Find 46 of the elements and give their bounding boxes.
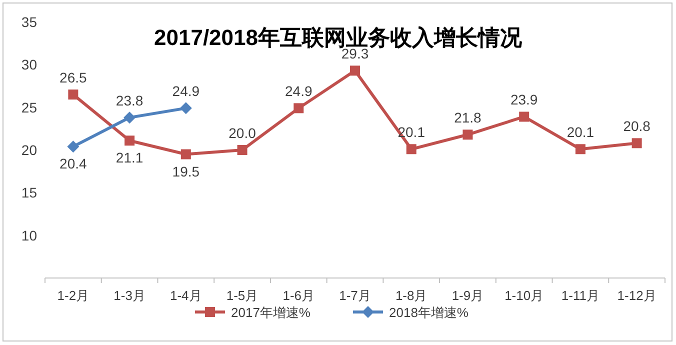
data-label: 23.8 [116,92,144,109]
x-tick-label: 1-5月 [226,288,258,303]
data-label: 20.4 [60,156,88,172]
y-tick-label: 20 [21,142,38,158]
y-tick-label: 10 [21,227,38,244]
data-label: 19.5 [172,163,200,180]
x-tick-label: 1-11月 [561,288,600,303]
point [462,130,473,140]
legend-label: 2018年增速% [389,305,469,320]
point [294,103,304,114]
data-label: 20.0 [228,125,256,141]
x-tick-label: 1-4月 [170,288,202,303]
data-label: 21.8 [454,110,482,126]
x-tick-label: 1-9月 [452,288,484,303]
point [350,66,360,76]
point [575,144,586,154]
x-tick-label: 1-8月 [395,288,428,303]
x-tick-label: 1-3月 [114,288,146,303]
point [180,149,191,160]
x-tick-label: 1-6月 [282,288,315,303]
data-label: 24.9 [172,83,200,100]
y-tick-label: 15 [21,184,38,201]
point [124,136,135,146]
x-tick-label: 1-12月 [617,288,656,303]
point [406,144,416,154]
y-tick-label: 35 [21,14,38,30]
data-label: 21.1 [116,150,144,166]
data-label: 23.9 [510,92,538,108]
data-label: 26.5 [60,70,88,86]
x-tick-label: 1-2月 [57,288,90,303]
point [180,102,192,114]
chart-title: 2017/2018年互联网业务收入增长情况 [154,25,523,50]
data-label: 20.1 [566,124,594,140]
legend-label: 2017年增速% [231,305,311,320]
data-label: 24.9 [285,83,312,100]
point [519,112,530,122]
x-tick-label: 1-10月 [504,288,544,303]
point [237,145,248,155]
point [124,112,136,124]
point [632,138,642,148]
y-tick-label: 30 [21,56,38,73]
point [68,90,78,100]
y-tick-label: 25 [21,99,38,116]
point [67,140,80,153]
x-tick-label: 1-7月 [339,288,371,303]
data-label: 20.8 [623,118,651,134]
